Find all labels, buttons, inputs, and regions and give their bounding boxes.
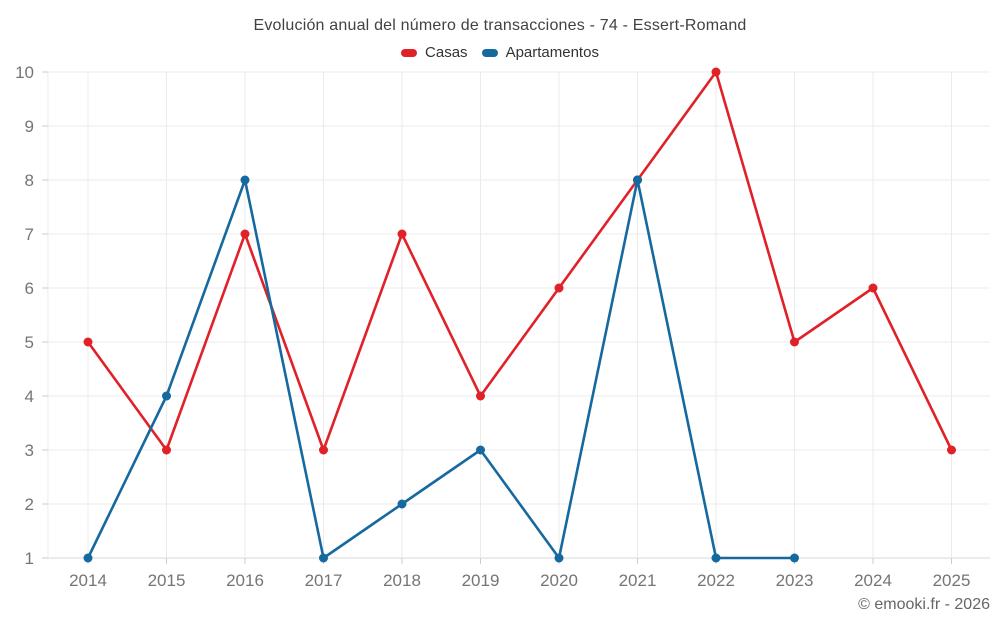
x-tick-label: 2018 [383,571,421,590]
x-tick-label: 2014 [69,571,107,590]
series-apartamentos-point[interactable] [711,553,721,563]
series-casas-point[interactable] [240,229,250,239]
legend-item-casas[interactable]: Casas [401,44,468,61]
casas-series-swatch-icon [401,48,418,57]
series-apartamentos-point[interactable] [83,553,93,563]
legend-label-apartamentos: Apartamentos [505,44,599,61]
x-tick-label: 2021 [619,571,657,590]
series-casas-point[interactable] [397,229,407,239]
y-tick-label: 7 [25,225,34,244]
series-apartamentos-point[interactable] [790,553,799,563]
x-tick-label: 2016 [226,571,264,590]
series-apartamentos-point[interactable] [633,175,642,185]
series-casas-point[interactable] [162,445,171,455]
series-casas-line [86,70,953,452]
series-casas-point[interactable] [868,283,878,293]
x-tick-label: 2022 [697,571,735,590]
y-tick-label: 1 [25,549,34,568]
x-tick-label: 2019 [462,571,500,590]
y-tick-label: 9 [25,117,34,136]
legend: Casas Apartamentos [0,44,1000,61]
series-apartamentos-point[interactable] [397,499,407,509]
y-tick-label: 8 [25,171,34,190]
series-apartamentos [83,175,799,563]
apartamentos-series-swatch-icon [481,48,498,57]
series-apartamentos-point[interactable] [319,553,328,563]
legend-item-apartamentos[interactable]: Apartamentos [481,44,599,61]
y-tick-label: 3 [25,441,34,460]
x-tick-label: 2025 [933,571,971,590]
y-tick-label: 6 [25,279,34,298]
y-tick-label: 2 [25,495,34,514]
series-casas-point[interactable] [711,67,721,77]
series-apartamentos-point[interactable] [476,445,485,455]
legend-label-casas: Casas [425,44,468,61]
chart-title: Evolución anual del número de transaccio… [253,17,747,34]
x-tick-label: 2023 [776,571,814,590]
y-tick-label: 4 [25,387,34,406]
series-casas-point[interactable] [319,445,328,455]
series-casas-point[interactable] [790,337,799,347]
y-tick-label: 5 [25,333,34,352]
attribution: © emooki.fr - 2026 [858,596,990,613]
x-tick-label: 2020 [540,571,578,590]
series-apartamentos-point[interactable] [240,175,250,185]
series-casas-point[interactable] [554,283,564,293]
axis-ticks [42,71,952,564]
x-tick-label: 2015 [148,571,186,590]
series-casas-point[interactable] [83,337,93,347]
series-casas-point[interactable] [947,445,956,455]
gridlines [47,71,990,559]
series-apartamentos-point[interactable] [162,391,171,401]
series-apartamentos-point[interactable] [554,553,564,563]
y-tick-label: 10 [15,63,34,82]
x-tick-label: 2017 [305,571,343,590]
series-casas-point[interactable] [476,391,485,401]
y-axis-labels: 1 2 3 4 5 6 7 8 9 10 [15,63,34,568]
x-axis-labels: 2014 2015 2016 2017 2018 2019 2020 2021 2022 2023… [69,571,970,590]
x-tick-label: 2024 [854,571,892,590]
series-apartamentos-line [86,178,796,560]
